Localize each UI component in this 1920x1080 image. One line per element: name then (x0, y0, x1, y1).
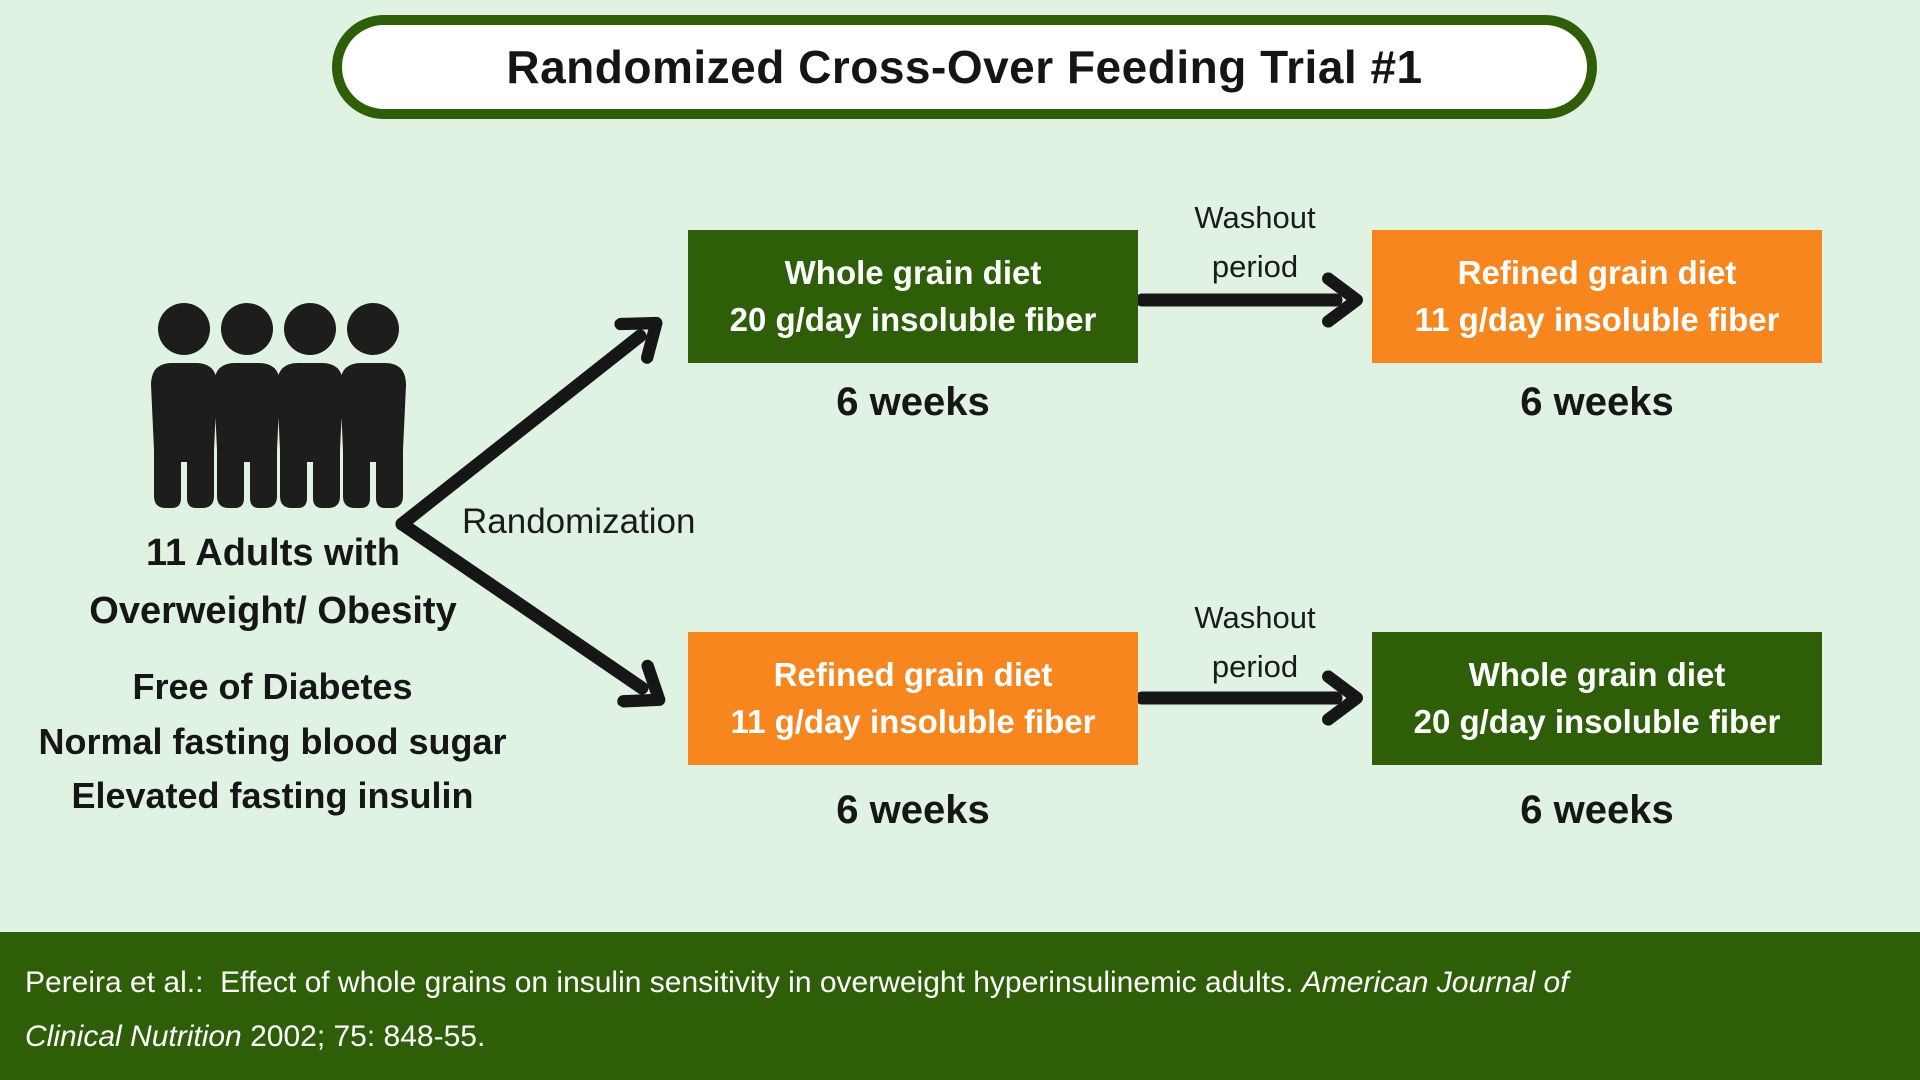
population-criteria: Free of Diabetes Normal fasting blood su… (0, 660, 545, 824)
diet-box-title: Refined grain diet (1457, 253, 1737, 291)
citation-plain: 2002; 75: 848-55. (241, 1020, 486, 1053)
washout-label-line1: Washout (1194, 200, 1316, 235)
diet-box-title: Refined grain diet (773, 655, 1053, 693)
washout-label-line2: period (1211, 248, 1299, 284)
washout-label-bottom: Washout period (1135, 594, 1375, 692)
population-label-line2: Overweight/ Obesity (89, 590, 457, 633)
washout-label-top: Washout period (1135, 194, 1375, 292)
refined-grain-diet-box-bottom: Refined grain diet 11 g/day insoluble fi… (688, 632, 1138, 765)
citation-plain: Pereira et al.: Effect of whole grains o… (25, 966, 1302, 999)
washout-label-line1: Washout (1194, 600, 1316, 635)
population-label: 11 Adults with Overweight/ Obesity (8, 524, 538, 640)
person-icon (151, 303, 217, 508)
duration-label: 6 weeks (836, 788, 990, 832)
citation-journal: American Journal of (1301, 966, 1569, 999)
diet-box-title: Whole grain diet (784, 253, 1042, 291)
duration-label: 6 weeks (836, 380, 990, 424)
criteria-line: Elevated fasting insulin (71, 775, 474, 817)
criteria-line: Free of Diabetes (132, 666, 413, 707)
criteria-line: Normal fasting blood sugar (38, 720, 507, 762)
whole-grain-diet-box-top: Whole grain diet 20 g/day insoluble fibe… (688, 230, 1138, 363)
duration-label: 6 weeks (1520, 788, 1674, 832)
diet-box-title: Whole grain diet (1468, 655, 1726, 693)
page-title: Randomized Cross-Over Feeding Trial #1 (506, 41, 1423, 93)
population-label-line1: 11 Adults with (145, 532, 401, 574)
duration-label: 6 weeks (1520, 380, 1674, 424)
people-icon (151, 303, 406, 508)
citation-line-1: Pereira et al.: Effect of whole grains o… (25, 956, 1895, 1010)
refined-grain-diet-box-top: Refined grain diet 11 g/day insoluble fi… (1372, 230, 1822, 363)
diet-box-subtitle: 11 g/day insoluble fiber (1414, 300, 1780, 338)
citation-text: Pereira et al.: Effect of whole grains o… (0, 932, 1920, 1064)
citation-line-2: Clinical Nutrition 2002; 75: 848-55. (25, 1010, 1895, 1064)
citation-journal: Clinical Nutrition (25, 1020, 242, 1053)
diet-box-subtitle: 20 g/day insoluble fiber (1413, 702, 1781, 740)
randomization-arrow-top (395, 336, 640, 531)
footer-bar: Pereira et al.: Effect of whole grains o… (0, 932, 1920, 1080)
whole-grain-diet-box-bottom: Whole grain diet 20 g/day insoluble fibe… (1372, 632, 1822, 765)
diet-box-subtitle: 20 g/day insoluble fiber (729, 300, 1097, 338)
title-pill: Randomized Cross-Over Feeding Trial #1 (332, 15, 1597, 119)
diet-box-subtitle: 11 g/day insoluble fiber (730, 702, 1096, 740)
person-icon (277, 303, 343, 508)
person-icon (340, 303, 406, 508)
washout-label-line2: period (1211, 648, 1299, 684)
person-icon (214, 303, 280, 508)
randomization-label: Randomization (462, 502, 696, 541)
